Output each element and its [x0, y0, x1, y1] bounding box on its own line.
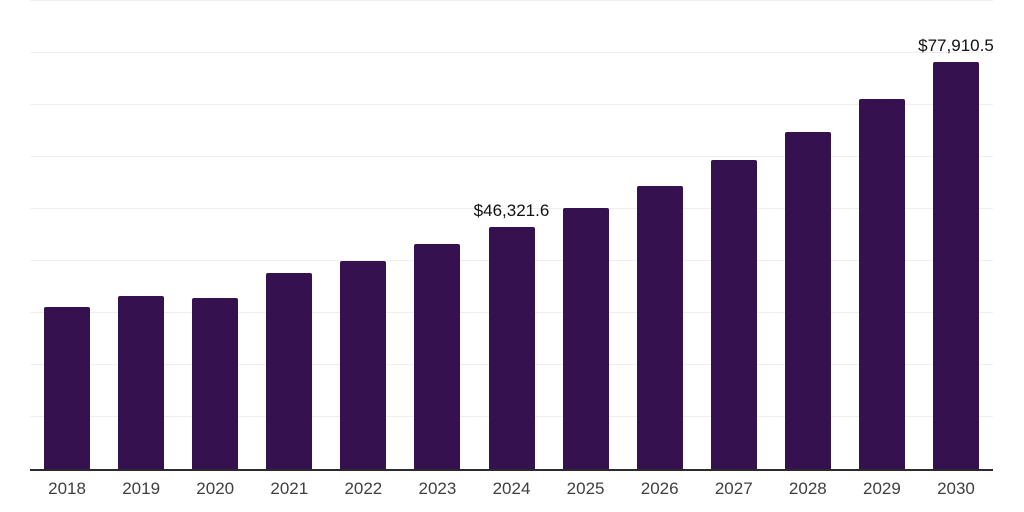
bar-wrap — [118, 295, 165, 469]
bar-2021 — [266, 272, 313, 469]
bar-2027 — [710, 159, 757, 469]
x-axis-label-2029: 2029 — [862, 479, 901, 498]
gridline — [30, 104, 993, 105]
x-axis-label-2020: 2020 — [196, 479, 235, 498]
bar-slot — [400, 1, 474, 469]
x-axis-label-2021: 2021 — [270, 479, 309, 498]
bar-wrap — [340, 260, 387, 469]
bar-2026 — [636, 185, 683, 469]
gridline — [30, 156, 993, 158]
x-axis-label-2019: 2019 — [122, 479, 161, 498]
x-axis-label-2028: 2028 — [788, 479, 827, 498]
bar-2019 — [118, 295, 165, 469]
bar-slot — [104, 1, 178, 469]
bar-slot — [697, 1, 771, 469]
bar-2029 — [858, 98, 905, 469]
bar-slot — [30, 1, 104, 469]
bar-wrap — [858, 98, 905, 469]
bar-2023 — [414, 244, 461, 469]
bar-wrap: $46,321.6 — [474, 201, 549, 469]
bar-wrap — [636, 185, 683, 469]
plot-area: $46,321.6 $77,910.5 — [30, 0, 994, 471]
bar-slot — [178, 1, 252, 469]
bar-2030 — [932, 62, 979, 469]
bar-slot — [326, 1, 400, 469]
x-axis-label-2026: 2026 — [640, 479, 679, 498]
x-axis-labels: 2018 2019 2020 2021 2022 2023 2024 2025 2026 2027… — [30, 479, 993, 499]
bar-slot — [549, 1, 623, 469]
bar-wrap: $77,910.5 — [918, 36, 994, 469]
bar-wrap — [266, 272, 313, 469]
x-axis-label-2030: 2030 — [937, 479, 975, 498]
bar-wrap — [414, 244, 461, 469]
bar-wrap — [710, 159, 757, 469]
x-axis-label-2022: 2022 — [344, 479, 383, 498]
bar-wrap — [44, 307, 91, 469]
bar-slot: $77,910.5 — [918, 1, 994, 469]
x-axis-label-2027: 2027 — [714, 479, 753, 498]
bar-slot — [771, 1, 845, 469]
bar-2018 — [44, 307, 91, 469]
x-axis-label-2024: 2024 — [492, 479, 531, 498]
x-axis-label-2023: 2023 — [418, 479, 457, 498]
bar-2025 — [562, 208, 609, 469]
bar-wrap — [562, 208, 609, 469]
bar-slot — [845, 1, 919, 469]
bar-slot — [252, 1, 326, 469]
bar-2020 — [192, 297, 239, 469]
gridline — [30, 208, 993, 209]
bar-value-label-2024: $46,321.6 — [473, 201, 550, 221]
bar-slot: $46,321.6 — [474, 1, 549, 469]
bar-wrap — [784, 131, 831, 469]
x-axis-label-2025: 2025 — [566, 479, 605, 498]
x-axis-label-2018: 2018 — [48, 479, 86, 498]
bars: $46,321.6 $77,910.5 — [30, 1, 994, 469]
bar-2028 — [784, 131, 831, 469]
bar-value-label-2030: $77,910.5 — [918, 36, 994, 56]
gridline — [30, 52, 993, 53]
bar-2024 — [488, 227, 535, 469]
gridline — [30, 0, 993, 1]
bar-wrap — [192, 297, 239, 469]
bar-2022 — [340, 260, 387, 469]
bar-slot — [623, 1, 697, 469]
